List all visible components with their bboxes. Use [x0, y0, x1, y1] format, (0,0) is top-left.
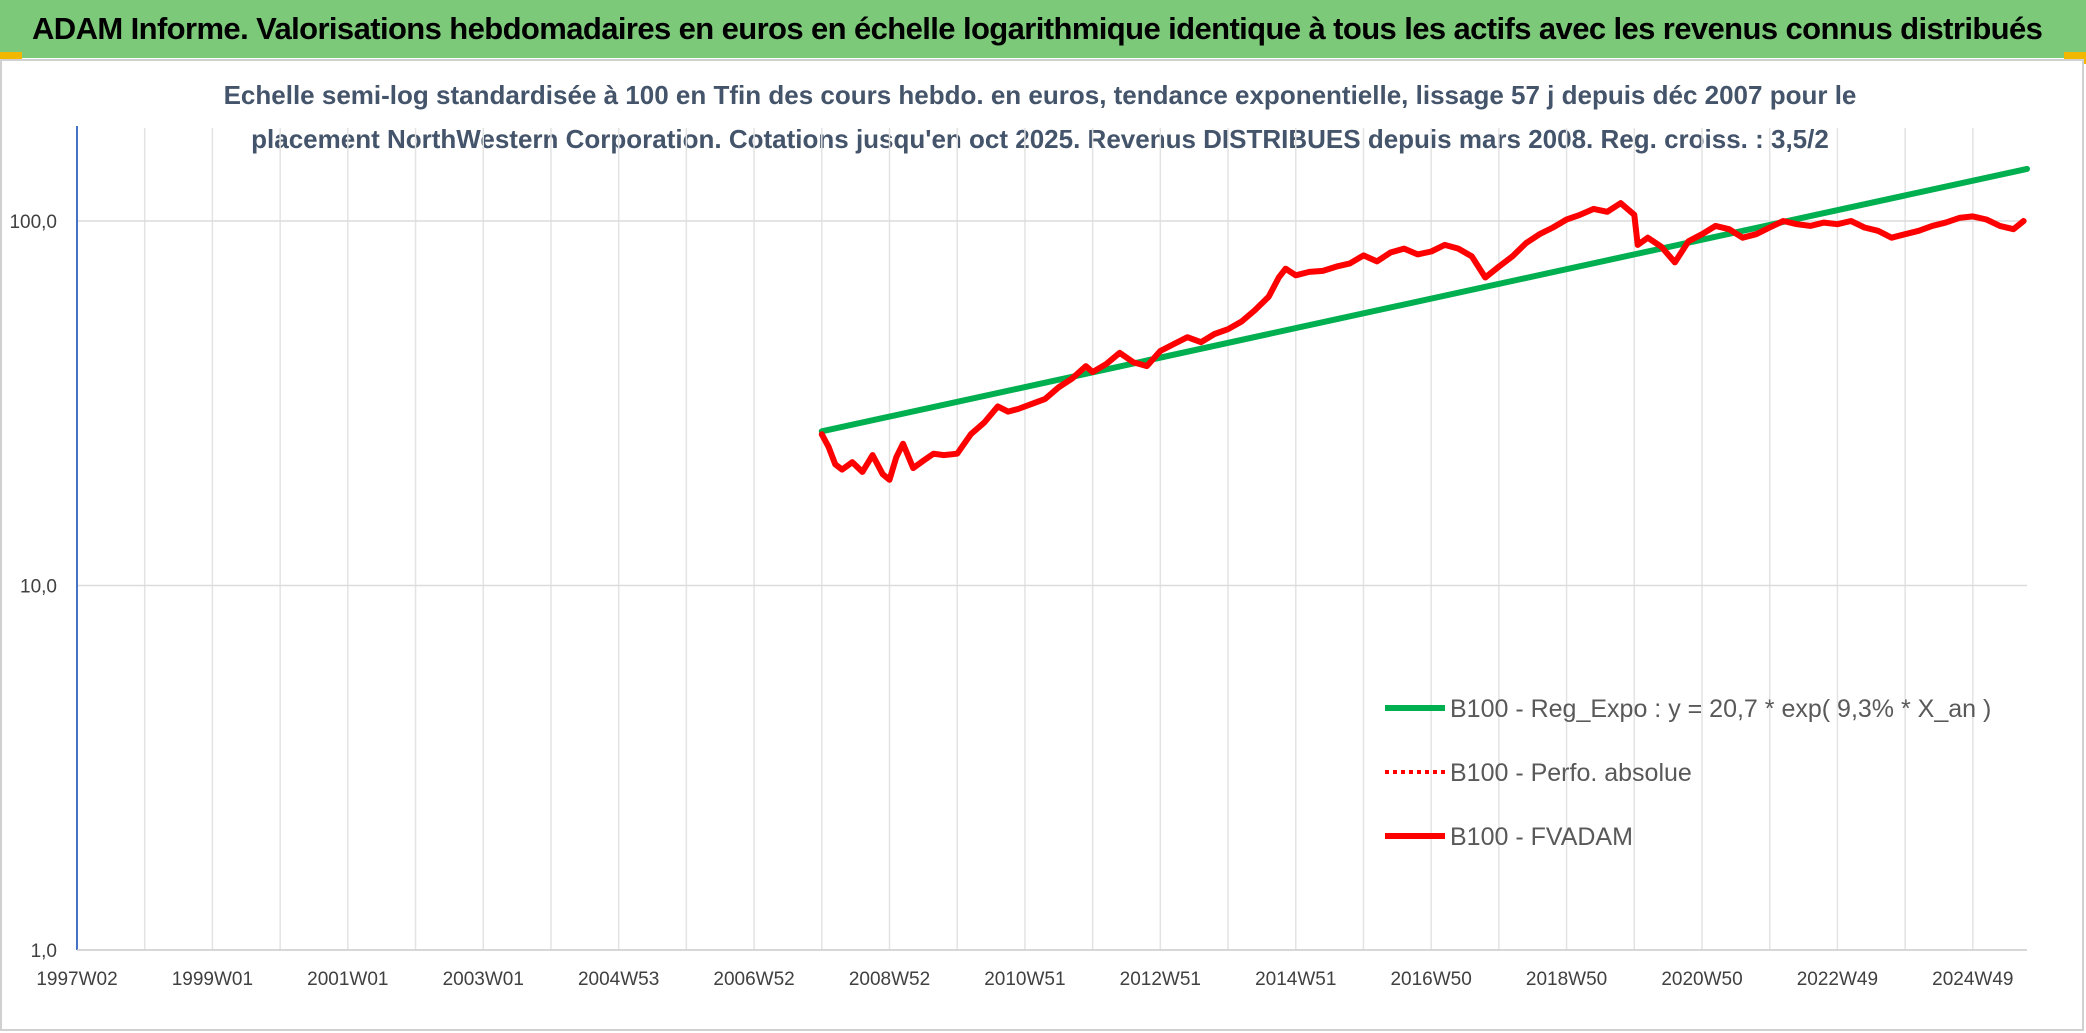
legend-label-0: B100 - Reg_Expo : y = 20,7 * exp( 9,3% *…	[1450, 695, 1991, 723]
x-tick-label: 2010W51	[984, 969, 1065, 990]
legend-label-1: B100 - Perfo. absolue	[1450, 759, 1692, 787]
y-tick-label: 100,0	[9, 212, 57, 233]
x-tick-label: 2001W01	[307, 969, 388, 990]
x-tick-label: 2018W50	[1526, 969, 1607, 990]
x-tick-label: 2016W50	[1390, 969, 1471, 990]
y-tick-label: 10,0	[20, 577, 57, 598]
axes	[76, 126, 2027, 951]
series-line-0	[818, 165, 2030, 435]
x-tick-label: 1999W01	[172, 969, 253, 990]
legend: B100 - Reg_Expo : y = 20,7 * exp( 9,3% *…	[1385, 695, 1991, 851]
x-tick-label: 2022W49	[1797, 969, 1878, 990]
x-tick-label: 2014W51	[1255, 969, 1336, 990]
y-tick-label: 1,0	[31, 941, 57, 962]
report-title: ADAM Informe. Valorisations hebdomadaire…	[32, 11, 2043, 46]
chart-subtitle-line-2: placement NorthWestern Corporation. Cota…	[251, 124, 1829, 154]
x-tick-label: 2006W52	[713, 969, 794, 990]
x-tick-label: 2004W53	[578, 969, 659, 990]
x-tick-label: 1997W02	[36, 969, 117, 990]
x-tick-label: 2012W51	[1120, 969, 1201, 990]
x-tick-label: 2003W01	[443, 969, 524, 990]
chart-subtitle-line-1: Echelle semi-log standardisée à 100 en T…	[224, 80, 1857, 110]
x-tick-label: 2020W50	[1661, 969, 1742, 990]
chart: Echelle semi-log standardisée à 100 en T…	[0, 59, 2084, 1031]
x-tick-label: 2024W49	[1932, 969, 2013, 990]
y-tick-labels: 1,0 10,0 100,0	[9, 212, 57, 962]
x-tick-labels: 1997W02 1999W01 2001W01 2003W01 2004W53 2006W…	[36, 969, 2013, 990]
series-lines	[818, 165, 2030, 483]
series-line-2	[818, 200, 2027, 483]
chart-frame	[0, 59, 2084, 1031]
report-header: ADAM Informe. Valorisations hebdomadaire…	[0, 0, 2086, 58]
legend-label-2: B100 - FVADAM	[1450, 823, 1633, 851]
x-tick-label: 2008W52	[849, 969, 930, 990]
